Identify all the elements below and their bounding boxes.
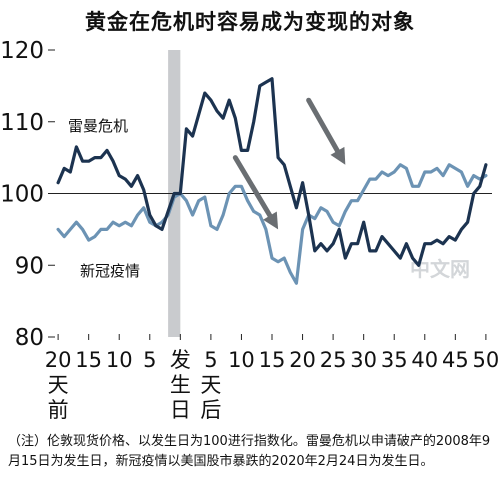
x-label-event-day: 生 [170,373,191,397]
x-tick-label: 10 [228,348,255,372]
x-label-days-after: 后 [200,398,221,422]
x-label-days-before: 前 [48,398,69,422]
x-tick-label: 25 [320,348,347,372]
chart-area: 中文网 80 90 100 110 120 20 15 10 5 发 5 10 15 20 25 30 35 4… [0,36,500,428]
series-label-lehman: 雷曼危机 [68,117,128,135]
trend-arrow [232,155,279,230]
series-label-covid: 新冠疫情 [80,262,140,280]
chart-title: 黄金在危机时容易成为变现的对象 [85,10,415,34]
x-tick-label: 40 [411,348,438,372]
x-tick-label: 20 [45,348,72,372]
x-tick-label: 35 [381,348,408,372]
y-tick-label: 80 [15,325,44,351]
footnote: （注）伦敦现货价格、以发生日为100进行指数化。雷曼危机以申请破产的2008年9… [8,434,491,469]
series-line-lehman [56,77,488,267]
x-tick-label: 5 [143,348,156,372]
x-label-days-after: 天 [200,373,221,397]
x-tick-label: 5 [204,348,217,372]
x-tick-label: 15 [259,348,286,372]
y-tick-label: 100 [0,182,44,208]
trend-arrow [306,97,346,165]
x-label-event-day: 日 [170,398,191,422]
x-tick-label: 发 [170,348,191,372]
x-tick-label: 20 [289,348,316,372]
x-tick-label: 10 [106,348,133,372]
x-tick-label: 30 [350,348,377,372]
y-tick-label: 90 [15,253,44,279]
x-tick-label: 45 [442,348,469,372]
x-tick-label: 50 [473,348,500,372]
series-line-covid [56,163,488,285]
y-tick-label: 120 [0,38,44,64]
x-label-days-before: 天 [48,373,69,397]
y-tick-label: 110 [0,110,44,136]
x-tick-label: 15 [75,348,102,372]
